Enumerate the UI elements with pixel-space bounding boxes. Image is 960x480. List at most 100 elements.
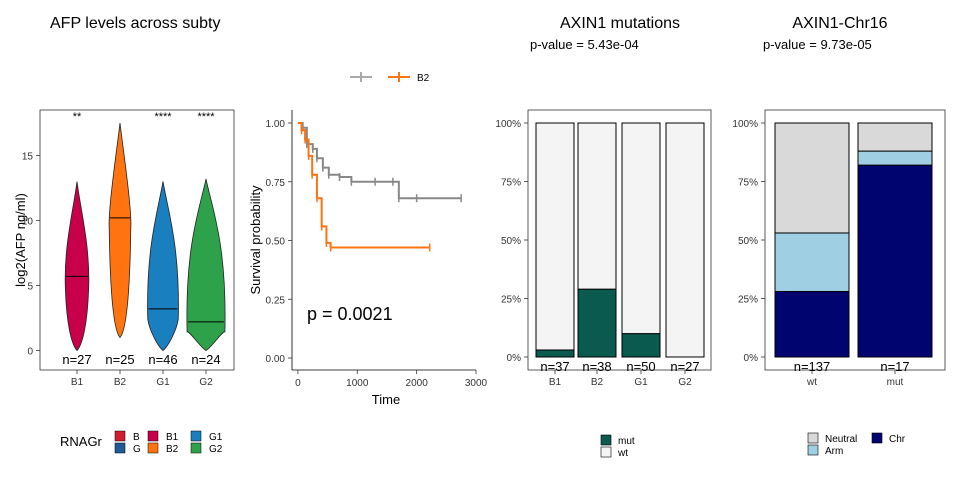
afp-significance-label: **** <box>197 111 215 123</box>
chr16-bar-chr <box>857 164 933 358</box>
axin1-x-tick-label: B1 <box>549 377 562 388</box>
axin1-legend-mut: mut <box>618 436 635 447</box>
chr16-x-tick-label: mut <box>887 377 904 388</box>
km-curve-2 <box>297 122 430 249</box>
axin1-count-label: n=38 <box>582 359 611 374</box>
km-x-tick-label: 1000 <box>346 378 369 389</box>
axin1-count-label: n=50 <box>626 359 655 374</box>
axin1-y-tick-label: 0% <box>507 353 522 364</box>
chr16-count-label: n=17 <box>880 359 909 374</box>
afp-y-tick-label: 0 <box>27 347 33 358</box>
chr16-bar-chr <box>774 290 850 358</box>
afp-title: AFP levels across subty <box>50 15 220 32</box>
afp-y-tick-label: 5 <box>27 282 33 293</box>
km-x-tick-label: 3000 <box>465 378 488 389</box>
chr16-x-axis: wt mut <box>806 370 904 388</box>
km-x-tick-label: 2000 <box>406 378 429 389</box>
axin1-bar-wt <box>665 122 705 358</box>
km-y-ticks: 0.00 0.25 0.50 0.75 1.00 <box>266 119 292 365</box>
axin1-y-tick-label: 100% <box>495 119 521 130</box>
afp-x-tick-label: G2 <box>199 377 213 388</box>
axin1-legend-mut-swatch <box>600 434 612 446</box>
afp-legend-swatch <box>114 430 126 442</box>
axin1-counts: n=37 n=38 n=50 n=27 <box>540 359 699 374</box>
chr16-bar-neutral <box>774 122 850 234</box>
km-panel: B2 Survival probability Time 0.00 0.25 0.5… <box>248 72 488 407</box>
km-y-tick-label: 0.25 <box>266 295 286 306</box>
afp-plot-frame <box>39 109 235 371</box>
afp-y-tick-label: 10 <box>22 217 34 228</box>
axin1-count-label: n=27 <box>670 359 699 374</box>
chr16-legend-neutral-swatch <box>807 432 819 444</box>
afp-legend-swatch <box>147 442 159 454</box>
afp-legend-label: B1 <box>166 432 179 443</box>
afp-x-tick-label: G1 <box>156 377 170 388</box>
chr16-y-tick-label: 50% <box>738 236 758 247</box>
km-y-tick-label: 1.00 <box>266 119 286 130</box>
km-curves <box>297 122 462 252</box>
chr16-counts: n=137 n=17 <box>794 359 910 374</box>
axin1-y-tick-label: 25% <box>501 295 521 306</box>
afp-counts: n=27 n=25 n=46 n=24 <box>62 352 220 367</box>
violin-b1 <box>64 181 90 352</box>
afp-legend-swatch <box>190 442 202 454</box>
km-y-tick-label: 0.00 <box>266 354 286 365</box>
axin1-bar-wt <box>577 122 617 290</box>
afp-count-label: n=24 <box>191 352 220 367</box>
km-y-tick-label: 0.75 <box>266 178 286 189</box>
afp-x-axis: B1 B2 G1 G2 <box>71 370 213 388</box>
km-pvalue: p = 0.0021 <box>307 304 393 324</box>
afp-legend-swatch <box>114 442 126 454</box>
afp-ylabel: log2(AFP ng/ml) <box>13 193 28 287</box>
afp-legend-label: B2 <box>166 444 179 455</box>
chr16-legend: Neutral Arm Chr <box>807 432 906 457</box>
axin1-x-axis: B1 B2 G1 G2 <box>549 370 692 388</box>
km-x-tick-label: 0 <box>295 378 301 389</box>
afp-significance-label: ** <box>73 111 82 123</box>
km-x-ticks: 0 1000 2000 3000 <box>295 370 488 389</box>
afp-count-label: n=46 <box>148 352 177 367</box>
km-y-tick-label: 0.50 <box>266 237 286 248</box>
chr16-legend-neutral: Neutral <box>825 434 857 445</box>
axin1-x-tick-label: G1 <box>634 377 648 388</box>
axin1-bar-mut <box>621 333 661 358</box>
axin1-y-axis: 0% 25% 50% 75% 100% <box>495 119 528 364</box>
km-curve-1 <box>297 122 462 200</box>
chr16-y-tick-label: 25% <box>738 295 758 306</box>
afp-significance: ** **** **** <box>73 111 216 123</box>
afp-significance-label: **** <box>154 111 172 123</box>
chr16-x-tick-label: wt <box>806 377 817 388</box>
axin1-bar-wt <box>535 122 575 351</box>
afp-x-tick-label: B1 <box>71 377 84 388</box>
chr16-y-axis: 0% 25% 50% 75% 100% <box>732 119 765 364</box>
axin1-bar-mut <box>535 349 575 358</box>
axin1-x-tick-label: G2 <box>678 377 692 388</box>
chr16-bars <box>774 122 933 358</box>
km-legend-label-2: B2 <box>417 73 430 84</box>
km-legend: B2 <box>350 72 430 84</box>
chr16-y-tick-label: 100% <box>732 119 758 130</box>
chr16-panel: AXIN1-Chr16 p-value = 9.73e-05 0% 25% 50% 7… <box>732 15 946 457</box>
axin1-title: AXIN1 mutations <box>560 15 680 32</box>
afp-violins <box>64 122 226 352</box>
chr16-pvalue: p-value = 9.73e-05 <box>763 37 872 52</box>
axin1-y-tick-label: 50% <box>501 236 521 247</box>
afp-legend-label: B <box>133 432 140 443</box>
afp-legend-label: G <box>133 444 141 455</box>
chr16-title: AXIN1-Chr16 <box>792 15 887 32</box>
axin1-bar-mut <box>577 288 617 358</box>
violin-g1 <box>147 181 179 352</box>
km-xlabel: Time <box>372 392 400 407</box>
chr16-bar-arm <box>774 232 850 292</box>
violin-g2 <box>186 178 226 351</box>
axin1-bar-wt <box>621 122 661 335</box>
chr16-bar-neutral <box>857 122 933 152</box>
afp-legend-swatch <box>147 430 159 442</box>
chr16-count-label: n=137 <box>794 359 831 374</box>
afp-legend-label: G2 <box>209 444 223 455</box>
chr16-bar-arm <box>857 150 933 166</box>
afp-x-tick-label: B2 <box>114 377 127 388</box>
